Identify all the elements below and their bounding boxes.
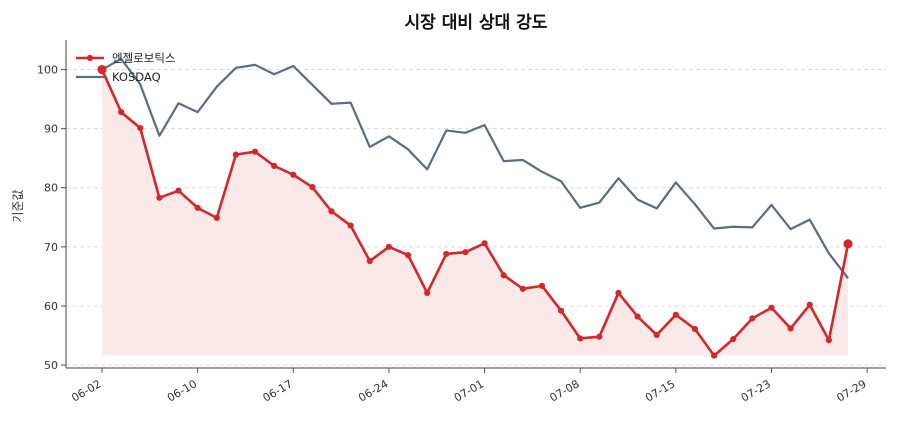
data-point — [806, 301, 813, 308]
data-point — [691, 325, 699, 333]
angel-robotics-line — [100, 69, 850, 357]
legend-marker-angel-robotics — [86, 54, 94, 62]
x-tick-label: 06-10 — [165, 377, 199, 404]
data-point — [615, 289, 622, 297]
data-point — [271, 162, 278, 169]
kosdaq-line — [101, 57, 849, 279]
data-point — [825, 337, 832, 344]
y-tick-label: 70 — [44, 241, 58, 254]
x-tick-label: 06-17 — [261, 377, 295, 404]
x-tick-label: 07-23 — [739, 377, 773, 404]
data-point — [347, 222, 354, 229]
y-tick-label: 80 — [44, 182, 58, 195]
data-point — [653, 331, 660, 339]
data-point — [768, 304, 775, 311]
data-point — [787, 325, 794, 332]
data-point — [137, 124, 144, 132]
chart-title: 시장 대비 상대 강도 — [405, 13, 548, 33]
data-point — [672, 311, 679, 318]
data-point — [251, 148, 259, 155]
data-point — [634, 313, 641, 320]
data-point — [309, 184, 316, 191]
data-point — [118, 109, 125, 116]
data-point — [404, 252, 412, 259]
y-tick-label: 90 — [44, 123, 58, 136]
legend: 엔젤로보틱스 KOSDAQ — [76, 51, 175, 84]
data-point — [577, 335, 584, 342]
x-tick-label: 07-08 — [548, 377, 582, 404]
data-point — [749, 315, 756, 322]
data-point — [385, 243, 393, 250]
data-point — [481, 240, 488, 247]
data-point — [175, 187, 182, 194]
data-point — [290, 171, 297, 178]
data-point — [366, 257, 373, 265]
endpoint-marker — [843, 239, 853, 249]
data-point — [711, 352, 718, 359]
x-tick-label: 06-02 — [69, 377, 103, 404]
data-point — [424, 289, 431, 297]
y-tick-label: 50 — [44, 359, 58, 372]
data-point — [213, 214, 220, 221]
data-point — [194, 204, 201, 211]
legend-label-kosdaq: KOSDAQ — [112, 70, 161, 84]
y-axis-label: 기준값 — [11, 189, 25, 222]
main-series-area — [102, 69, 848, 356]
x-tick-label: 07-15 — [643, 377, 677, 404]
data-point — [443, 250, 450, 258]
y-tick-label: 60 — [44, 300, 58, 313]
data-point — [557, 307, 565, 314]
x-tick-label: 07-01 — [452, 377, 486, 404]
data-point — [232, 151, 239, 158]
endpoint-marker — [97, 64, 107, 75]
x-tick-label: 06-24 — [356, 377, 390, 404]
data-point — [519, 285, 526, 292]
area-fill-layer — [102, 69, 848, 356]
data-point — [596, 333, 603, 340]
x-tick-label: 07-29 — [834, 377, 868, 404]
data-point — [500, 272, 507, 279]
data-point — [328, 208, 335, 215]
data-point — [156, 194, 163, 201]
data-point — [538, 282, 546, 289]
series-layer — [97, 57, 853, 359]
data-point — [462, 249, 469, 256]
y-tick-label: 100 — [37, 64, 58, 77]
data-point — [730, 335, 737, 343]
legend-label-angel-robotics: 엔젤로보틱스 — [112, 51, 175, 65]
